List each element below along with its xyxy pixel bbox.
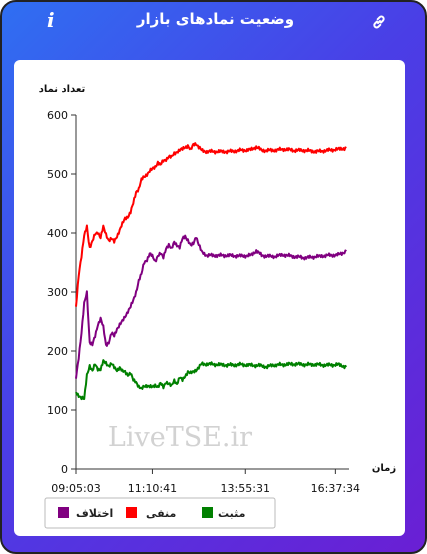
series-line-neg — [75, 142, 347, 307]
legend: مثبت منفی اختلاف — [44, 497, 276, 529]
x-tick-label: 09:05:03 — [51, 482, 100, 495]
y-tick-label: 300 — [47, 286, 68, 299]
watermark: LiveTSE.ir — [108, 422, 252, 453]
y-tick-label: 500 — [47, 168, 68, 181]
x-tick-label: 13:55:31 — [221, 482, 270, 495]
link-icon[interactable] — [371, 14, 387, 30]
widget-header: وضعیت نمادهای بازار i — [2, 2, 425, 40]
legend-label-negative[interactable]: منفی — [146, 507, 176, 520]
info-icon[interactable]: i — [47, 8, 55, 32]
y-tick-label: 200 — [47, 345, 68, 358]
legend-swatch-negative[interactable] — [126, 507, 137, 518]
x-tick-label: 11:10:41 — [128, 482, 177, 495]
legend-label-difference[interactable]: اختلاف — [76, 507, 113, 520]
chart-card — [14, 60, 405, 536]
y-tick-label: 600 — [47, 109, 68, 122]
series-line-pos — [75, 359, 348, 401]
y-tick-label: 0 — [61, 463, 68, 476]
legend-swatch-difference[interactable] — [58, 507, 69, 518]
series-line-diff — [75, 234, 347, 379]
axes: 0 100 200 300 400 500 600 09:05:03 11:10:41 13:55… — [47, 109, 360, 495]
y-axis-label: تعداد نماد — [39, 84, 86, 95]
y-tick-label: 400 — [47, 227, 68, 240]
series-lines — [75, 142, 348, 401]
widget-title: وضعیت نمادهای بازار — [136, 10, 295, 28]
legend-swatch-positive[interactable] — [202, 507, 213, 518]
legend-box — [44, 497, 276, 529]
legend-label-positive[interactable]: مثبت — [218, 507, 245, 520]
x-axis-label: زمان — [372, 463, 396, 474]
y-tick-label: 100 — [47, 404, 68, 417]
x-tick-label: 16:37:34 — [311, 482, 360, 495]
